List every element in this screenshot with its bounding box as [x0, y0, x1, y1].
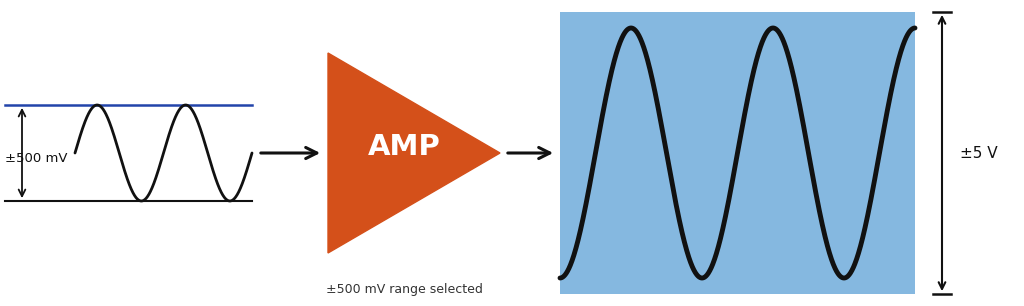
- Text: AMP: AMP: [368, 133, 440, 161]
- Text: ±500 mV: ±500 mV: [5, 151, 68, 165]
- Polygon shape: [328, 53, 500, 253]
- Bar: [560, 12, 915, 294]
- Text: ±5 V: ±5 V: [961, 145, 997, 161]
- Text: ±500 mV range selected: ±500 mV range selected: [326, 283, 482, 296]
